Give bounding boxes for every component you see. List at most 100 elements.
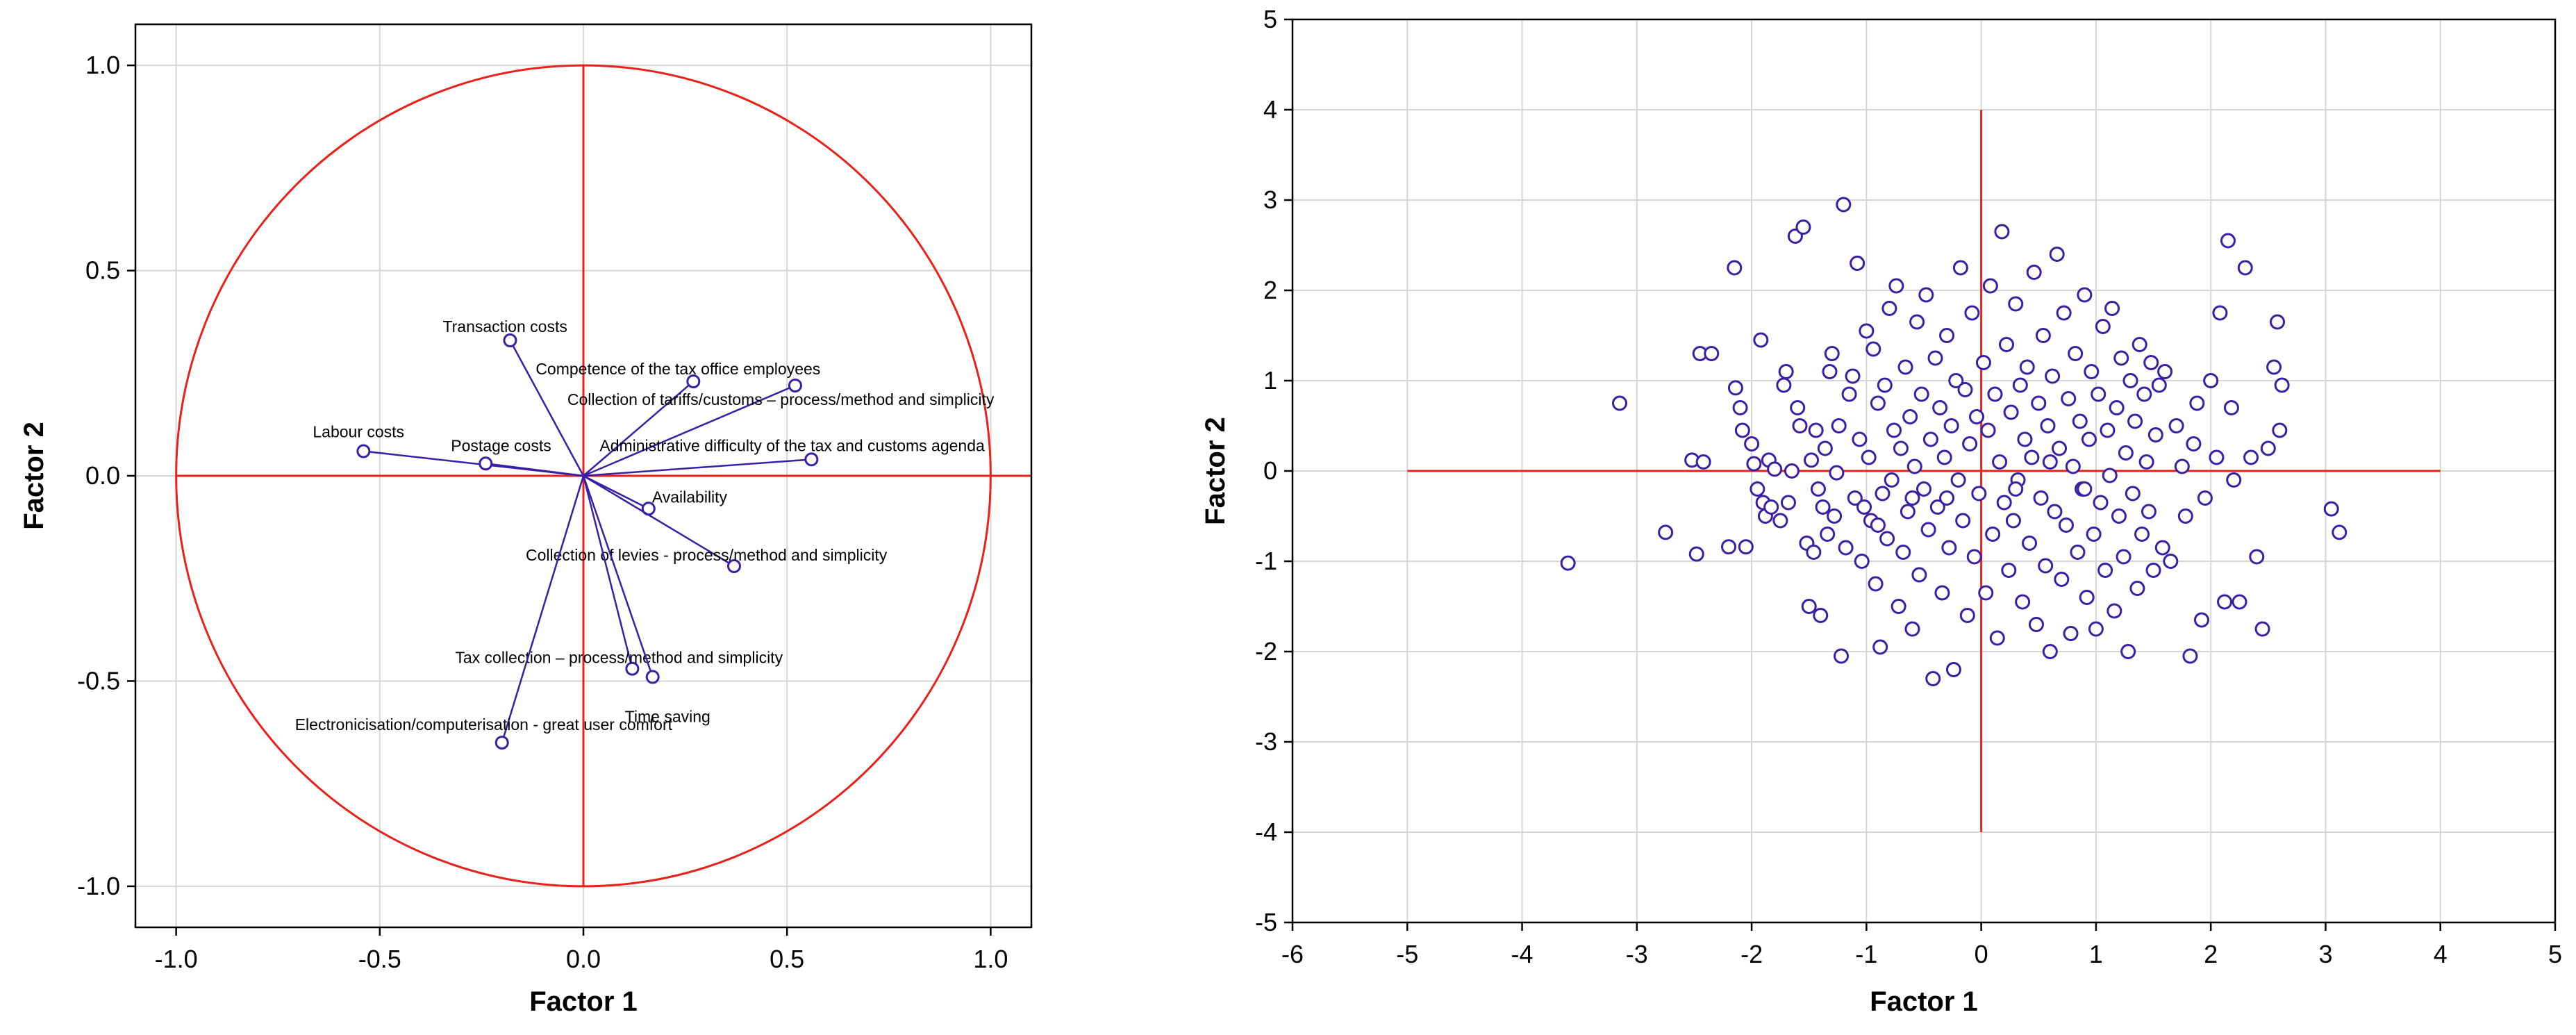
score-point <box>1856 499 1872 515</box>
x-tick-label: 3 <box>2318 940 2332 968</box>
loading-point <box>686 374 701 389</box>
score-point <box>1872 639 1888 655</box>
score-point <box>2024 449 2040 465</box>
factor-scores-scatter-chart: -6 -5 -4 -3 -2 -1 0 1 2 3 4 5543210-1-2-3-4-5Factor… <box>1200 5 2562 1017</box>
score-point <box>2254 621 2270 637</box>
score-point <box>2163 554 2179 569</box>
loading-label: Competence of the tax office employees <box>535 360 820 378</box>
loading-vector <box>583 458 812 477</box>
score-point <box>1934 585 1950 601</box>
x-axis-label: Factor 1 <box>529 986 638 1017</box>
score-point <box>2232 594 2247 610</box>
score-point <box>1829 465 1845 481</box>
score-point <box>2026 265 2042 280</box>
score-point <box>1778 364 1794 379</box>
score-point <box>2058 518 2074 533</box>
loading-point <box>726 559 741 573</box>
score-point <box>2052 440 2068 456</box>
score-point <box>2127 413 2143 429</box>
score-point <box>2035 328 2051 343</box>
score-point <box>1925 671 1941 686</box>
score-point <box>2019 359 2035 375</box>
score-point <box>2084 364 2100 379</box>
loading-vector <box>583 384 796 477</box>
loading-point <box>495 736 509 750</box>
score-point <box>2012 377 2028 393</box>
y-tick-label: -3 <box>1255 727 1277 756</box>
score-point <box>2116 549 2132 565</box>
score-point <box>1900 504 1916 520</box>
loading-point <box>503 333 517 347</box>
score-point <box>2272 422 2288 438</box>
score-point <box>1957 382 1973 397</box>
score-point <box>2100 422 2116 438</box>
loading-label: Transaction costs <box>442 317 567 336</box>
score-point <box>2070 545 2086 560</box>
score-point <box>2091 386 2106 402</box>
score-point <box>1732 400 1748 415</box>
score-point <box>1950 472 1966 488</box>
score-point <box>2079 590 2095 605</box>
score-point <box>2022 536 2038 551</box>
score-point <box>1792 418 1808 433</box>
score-point <box>2031 395 2047 411</box>
score-point <box>1560 555 1576 571</box>
score-point <box>2129 581 2145 596</box>
score-point <box>1721 539 1737 555</box>
score-point <box>1734 422 1750 438</box>
score-point <box>1906 458 1922 474</box>
score-point <box>2065 458 2081 474</box>
loading-vector <box>583 381 695 477</box>
loading-label: Collection of levies - process/method an… <box>526 546 888 564</box>
score-point <box>2095 319 2111 334</box>
score-point <box>2143 355 2159 370</box>
score-point <box>2008 296 2024 312</box>
score-point <box>2061 391 2077 406</box>
score-point <box>1810 481 1826 497</box>
correlation-circle-chart: -1.0 -0.5 0.0 0.5 1.0 1.0 0.5 0.0 -0.5 -1.0 Factor… <box>19 23 1033 1017</box>
score-point <box>2120 644 2136 659</box>
score-point <box>1881 301 1897 316</box>
score-point <box>1975 355 1991 370</box>
y-tick-label: 0.0 <box>85 461 120 490</box>
score-point <box>2237 260 2253 276</box>
score-point <box>1920 522 1936 538</box>
score-point <box>2106 603 2122 619</box>
score-point <box>1790 400 1806 415</box>
score-point <box>1727 260 1743 276</box>
score-point <box>1980 422 1996 438</box>
score-point <box>2226 472 2242 488</box>
score-point <box>1895 545 1911 560</box>
score-point <box>2081 431 2097 447</box>
score-point <box>2223 400 2239 415</box>
score-point <box>1695 454 1711 470</box>
score-point <box>2054 572 2070 587</box>
score-point <box>1834 648 1850 664</box>
score-point <box>1767 461 1783 477</box>
score-point <box>1891 599 1906 614</box>
score-point <box>2033 490 2049 506</box>
score-point <box>1985 527 2001 542</box>
score-point <box>1939 328 1955 343</box>
score-point <box>2132 337 2147 352</box>
score-point <box>2104 301 2120 316</box>
loading-point <box>645 670 660 684</box>
y-tick-label: -4 <box>1255 818 1277 846</box>
score-point <box>1966 549 1982 565</box>
score-point <box>2005 513 2021 529</box>
score-point <box>1820 527 1836 542</box>
score-point <box>2189 395 2205 411</box>
x-tick-label: 2 <box>2204 940 2218 968</box>
loading-label: Postage costs <box>451 436 551 454</box>
score-point <box>2332 524 2348 540</box>
score-point <box>1727 380 1743 396</box>
score-point <box>1847 490 1863 506</box>
score-point <box>2220 233 2236 249</box>
score-point <box>2151 377 2167 393</box>
y-tick-label: 5 <box>1263 5 1277 33</box>
y-tick-label: -5 <box>1255 908 1277 936</box>
score-point <box>1870 395 1886 411</box>
x-tick-label: 1.0 <box>973 945 1008 973</box>
score-point <box>2249 549 2265 565</box>
score-point <box>2125 486 2141 502</box>
